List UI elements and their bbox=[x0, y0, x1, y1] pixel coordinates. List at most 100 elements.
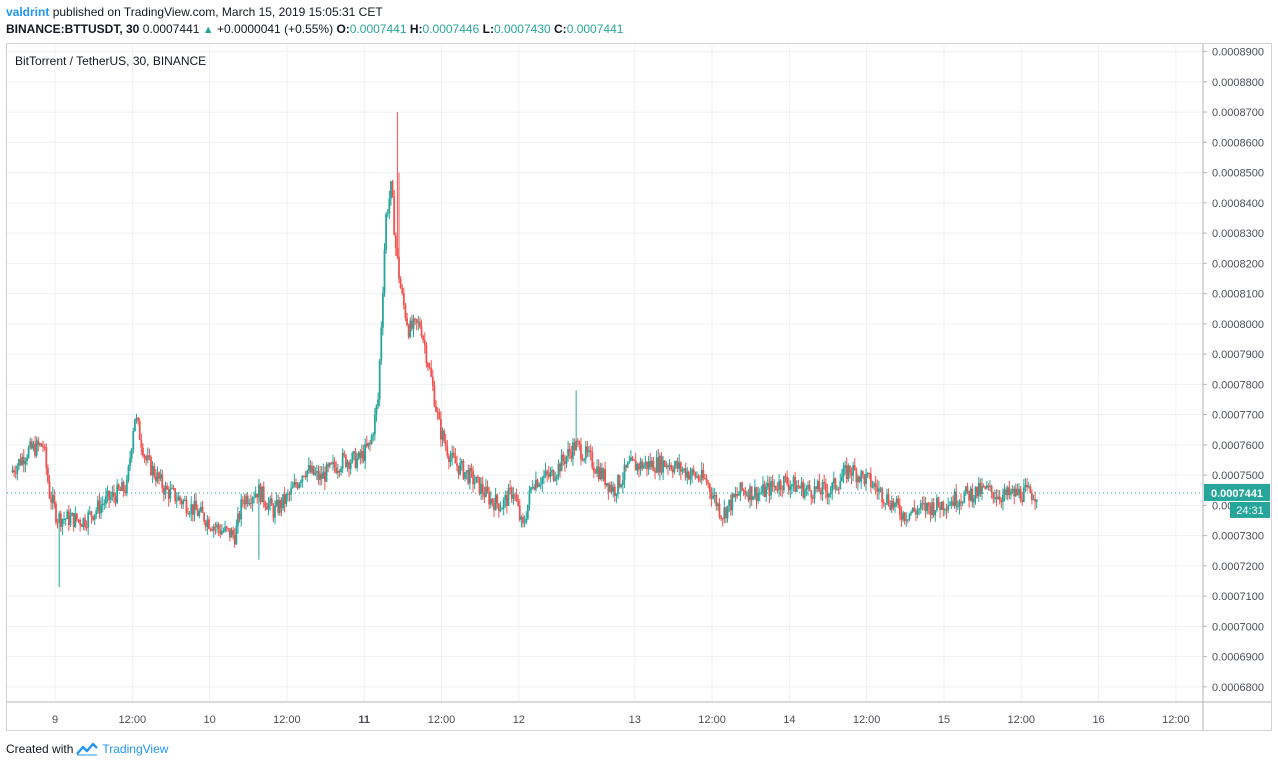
x-tick-label: 9 bbox=[52, 714, 58, 726]
tradingview-brand-link[interactable]: TradingView bbox=[102, 742, 169, 756]
candle-body bbox=[324, 471, 326, 482]
candle-body bbox=[968, 491, 970, 501]
candle-body bbox=[882, 501, 885, 504]
candle-body bbox=[771, 481, 774, 487]
candle-body bbox=[551, 470, 553, 472]
candle-body bbox=[712, 495, 714, 499]
candle-body bbox=[103, 503, 106, 505]
candle-body bbox=[876, 487, 879, 492]
candle-body bbox=[932, 502, 935, 516]
candle-body bbox=[660, 455, 663, 473]
candle-body bbox=[948, 504, 951, 506]
candle-body bbox=[428, 367, 431, 369]
candle-body bbox=[156, 472, 159, 482]
x-tick-label: 12:00 bbox=[119, 714, 147, 726]
candle-body bbox=[235, 525, 238, 545]
candle-body bbox=[188, 513, 191, 515]
candle-body bbox=[67, 511, 70, 526]
candlestick-chart[interactable]: BitTorrent / TetherUS, 30, BINANCE 0.0008… bbox=[7, 44, 1271, 730]
candle-body bbox=[216, 524, 218, 528]
candle-body bbox=[802, 482, 805, 498]
candle-body bbox=[29, 441, 32, 448]
candle-body bbox=[253, 497, 255, 499]
candle-body bbox=[370, 436, 373, 444]
candle-body bbox=[747, 494, 750, 501]
x-tick-label: 12:00 bbox=[273, 714, 301, 726]
candle-body bbox=[407, 325, 410, 337]
created-with-text: Created with bbox=[6, 742, 74, 756]
candle-body bbox=[898, 505, 901, 515]
candle-body bbox=[402, 293, 405, 305]
candle-body bbox=[945, 509, 948, 511]
candle-body bbox=[137, 417, 140, 422]
candle-body bbox=[254, 493, 257, 498]
candle-body bbox=[562, 454, 565, 461]
candle-body bbox=[142, 447, 144, 456]
candle-body bbox=[903, 512, 906, 521]
candle-body bbox=[249, 502, 252, 504]
candle-body bbox=[182, 500, 185, 505]
candle-body bbox=[101, 503, 104, 505]
candle-body bbox=[304, 476, 307, 478]
candle-body bbox=[676, 461, 679, 469]
candle-body bbox=[119, 489, 122, 491]
candle-body bbox=[979, 482, 982, 495]
candle-body bbox=[237, 513, 239, 526]
candle-body bbox=[116, 484, 119, 503]
candle-body bbox=[179, 496, 181, 501]
candle-body bbox=[365, 443, 368, 447]
candle-body bbox=[718, 503, 721, 517]
chart-frame[interactable]: BitTorrent / TetherUS, 30, BINANCE 0.0008… bbox=[6, 43, 1272, 731]
y-tick-label: 0.0008300 bbox=[1212, 228, 1264, 240]
candle-body bbox=[913, 507, 916, 512]
candle-body bbox=[274, 505, 276, 518]
candle-body bbox=[763, 484, 766, 497]
candle-body bbox=[602, 469, 605, 480]
candle-body bbox=[736, 494, 739, 496]
candle-body bbox=[72, 513, 75, 527]
candle-body bbox=[665, 465, 668, 467]
candle-body bbox=[599, 467, 602, 480]
candle-body bbox=[417, 321, 420, 323]
candle-body bbox=[1005, 489, 1008, 496]
author-link[interactable]: valdrint bbox=[6, 5, 50, 19]
candle-body bbox=[580, 444, 582, 460]
candle-body bbox=[22, 456, 25, 465]
candle-body bbox=[443, 430, 445, 442]
candle-body bbox=[171, 487, 173, 489]
candle-body bbox=[570, 452, 573, 459]
candle-body bbox=[465, 470, 468, 473]
candle-body bbox=[275, 500, 278, 506]
candle-body bbox=[523, 522, 526, 524]
candle-body bbox=[135, 417, 138, 419]
candle-body bbox=[85, 526, 88, 528]
candle-body bbox=[277, 500, 280, 513]
candle-body bbox=[477, 476, 479, 478]
candle-body bbox=[485, 486, 487, 497]
candle-body bbox=[591, 452, 594, 468]
candle-body bbox=[460, 460, 463, 464]
candle-body bbox=[1006, 487, 1009, 496]
candle-body bbox=[958, 501, 961, 507]
y-tick-label: 0.0008700 bbox=[1212, 107, 1264, 119]
candle-body bbox=[526, 504, 529, 519]
candle-body bbox=[40, 443, 43, 447]
candle-body bbox=[992, 492, 995, 499]
candle-body bbox=[625, 464, 627, 468]
candle-body bbox=[781, 489, 784, 491]
candle-body bbox=[560, 454, 563, 472]
candle-body bbox=[628, 461, 631, 463]
candle-body bbox=[815, 486, 817, 490]
candle-body bbox=[721, 518, 724, 520]
y-tick-label: 0.0006900 bbox=[1212, 652, 1264, 664]
candle-body bbox=[166, 485, 168, 490]
candle-body bbox=[940, 501, 943, 511]
candle-body bbox=[124, 491, 127, 494]
candle-body bbox=[563, 460, 566, 464]
candle-body bbox=[976, 486, 979, 497]
candle-body bbox=[320, 473, 323, 479]
candle-body bbox=[505, 495, 508, 506]
candle-body bbox=[195, 500, 197, 510]
candle-body bbox=[547, 473, 550, 477]
candle-body bbox=[59, 513, 62, 527]
